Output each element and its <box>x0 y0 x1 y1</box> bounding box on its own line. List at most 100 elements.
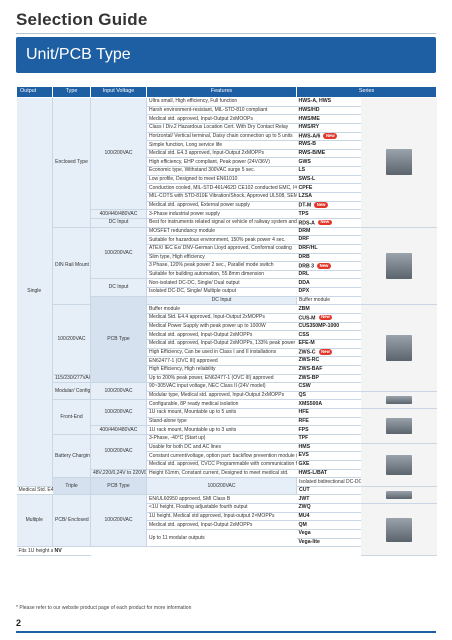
selection-table: Output Type Input Voltage Features Serie… <box>16 86 437 556</box>
series-cell: HWS-L/BAT <box>296 469 361 479</box>
feature-cell: Medical std. E4.3 approved, Input-Output… <box>146 149 297 159</box>
feature-cell: Economic type, Withstand 300VAC surge 5 … <box>146 166 297 176</box>
series-name: DPX <box>298 288 310 295</box>
input-voltage-cell: 100/200VAC <box>52 304 91 375</box>
series-name: RWS-B/ME <box>298 150 326 157</box>
series-name: HWS/RY <box>298 124 320 131</box>
series-cell: HMS <box>296 443 361 453</box>
series-cell: Vega-lite <box>296 538 361 548</box>
series-name: LS <box>298 167 306 174</box>
series-name: ZWS-C <box>298 349 316 356</box>
page-number: 2 <box>16 618 22 628</box>
series-cell: DRB <box>296 253 361 263</box>
series-cell: TPF <box>296 434 361 444</box>
feature-cell: Medical Power Supply with peak power up … <box>146 322 297 332</box>
table-row: Battery Charging 100/200VAC 3-Phase, -40°C… <box>17 434 437 479</box>
product-photo-cell <box>360 391 437 410</box>
feature-cell: Medical std. approved, Input-Output 2xMO… <box>146 114 297 124</box>
table-row: High Efficiency, Can be used in Class I … <box>17 348 437 358</box>
feature-cell: 3-Phase, -40°C (Start up) <box>146 434 297 444</box>
series-name: Vega-lite <box>298 538 320 545</box>
series-name: LZSA <box>298 193 313 200</box>
series-cell: Vega <box>296 529 361 539</box>
feature-cell: High Efficiency, High reliability <box>146 365 297 375</box>
table-row: Conduction cooled, MIL-STD-461/462D CE10… <box>17 183 437 194</box>
series-cell: HWS/ME <box>296 114 361 124</box>
series-cell: DRF <box>296 235 361 245</box>
table-row: Medical std. approved, Input-Output 2xMO… <box>17 114 437 124</box>
table-row: Simple function, Long service life RWS-B <box>17 140 437 150</box>
series-cell: DT-M New <box>296 201 361 211</box>
series-name: CSS <box>298 331 310 338</box>
table-row: High efficiency, EHP compliant, Peak pow… <box>17 157 437 168</box>
series-cell: LZSA <box>296 192 361 202</box>
table-row: Harsh environment-resistant, MIL-STD-810… <box>17 106 437 116</box>
series-name: XMS500A <box>298 400 323 407</box>
feature-cell: Medical std. approved, Input-Output 2xMO… <box>146 520 297 531</box>
table-row: <1U height, Floating adjustable fourth o… <box>17 503 437 556</box>
series-cell: QS <box>296 391 361 401</box>
header-input-voltage: Input Voltage <box>90 86 147 98</box>
product-photo <box>385 149 412 176</box>
input-voltage-cell: 100/200VAC <box>90 227 147 280</box>
feature-cell: 90~305VAC input voltage, NEC Class II (2… <box>146 382 297 392</box>
series-cell: DRL <box>296 270 361 280</box>
table-row: DIN Rail Mount 100/200VAC MOSFET redundanc… <box>17 227 437 306</box>
product-photo <box>385 490 412 499</box>
feature-cell: Medical Std. E4.3 approved, Input-Output… <box>16 486 53 496</box>
feature-cell: Height 61mm, Constant current, Designed … <box>146 469 297 479</box>
feature-cell: Isolated DC-DC, Single/ Multiple output <box>146 287 297 297</box>
series-name: RWS-B <box>298 141 316 148</box>
table-row: DC Input Non-isolated DC-DC, Single/ Dual… <box>17 278 437 297</box>
header-output: Output <box>16 86 53 98</box>
new-badge: New <box>317 262 331 269</box>
table-row: Suitable for hazardous environment, 150%… <box>17 235 437 245</box>
feature-cell: Fits 1U height application, Up to 8 modu… <box>16 546 53 556</box>
product-photo <box>385 252 412 279</box>
table-row: Front-End 100/200VAC Configurable, 8P read… <box>17 399 437 435</box>
series-name: ZWS-BP <box>298 374 319 381</box>
product-photo-cell <box>360 443 437 487</box>
feature-cell: Suitable for building automation, 55.8mm… <box>146 270 297 280</box>
table-row: Modular type, Medical std. approved, Inp… <box>17 391 437 410</box>
series-cell: XMS500A <box>296 399 361 410</box>
table-row: Medical std. E4.3 approved, Input-Output… <box>17 149 437 159</box>
series-cell: JWT <box>296 494 361 505</box>
series-name: DDA <box>298 279 310 286</box>
series-cell: ZWS-BP <box>296 374 361 384</box>
product-photo-cell <box>360 503 437 556</box>
input-voltage-cell: 100/200VAC <box>90 382 147 401</box>
series-cell: EVS <box>296 451 361 461</box>
series-name: Vega <box>298 530 311 537</box>
series-name: QS <box>298 392 307 398</box>
table-row: Suitable for building automation, 55.8mm… <box>17 270 437 280</box>
table-row: Constant current/voltage, option part: b… <box>17 451 437 461</box>
series-name: HWS-A/6 <box>298 133 321 140</box>
input-voltage-cell: 400/440/480VAC <box>90 425 147 435</box>
series-cell: ZWS-RC <box>296 356 361 366</box>
series-name: GWS <box>298 158 311 165</box>
feature-cell: 3-Phase industrial power supply <box>146 209 297 219</box>
series-name: CUT <box>299 487 310 494</box>
series-cell: TPS <box>296 209 361 219</box>
series-cell: NV <box>52 546 91 556</box>
series-cell: GXE <box>296 460 361 470</box>
feature-cell: EN/UL60950 approved, SMI Class B <box>146 494 297 505</box>
series-name: ZWQ <box>298 504 311 511</box>
type-group-cell: Battery Charging <box>52 434 91 479</box>
series-cell: HWS-A/6 New <box>296 132 361 142</box>
type-group-cell: Front-End <box>52 399 91 435</box>
series-name: JWT <box>298 495 310 502</box>
header-type: Type <box>52 86 91 98</box>
series-name: TPF <box>298 435 309 442</box>
table-row: Stand-alone type RFE <box>17 417 437 427</box>
type-group-cell: PCB Type <box>90 296 147 384</box>
input-voltage-cell: DC Input <box>90 218 147 228</box>
series-name: GXE <box>298 461 310 468</box>
feature-cell: 1U rack mount, Mountable up to 3 units <box>146 425 297 435</box>
table-row: MIL-COTS with STD-810E Vibration/Shock, … <box>17 192 437 202</box>
bottom-divider <box>16 631 436 633</box>
series-cell: RWS-B <box>296 140 361 150</box>
table-row: ATEX/ IEC Ex/ DNV-German Lloyd approved,… <box>17 244 437 254</box>
feature-cell: Harsh environment-resistant, MIL-STD-810… <box>146 106 297 116</box>
